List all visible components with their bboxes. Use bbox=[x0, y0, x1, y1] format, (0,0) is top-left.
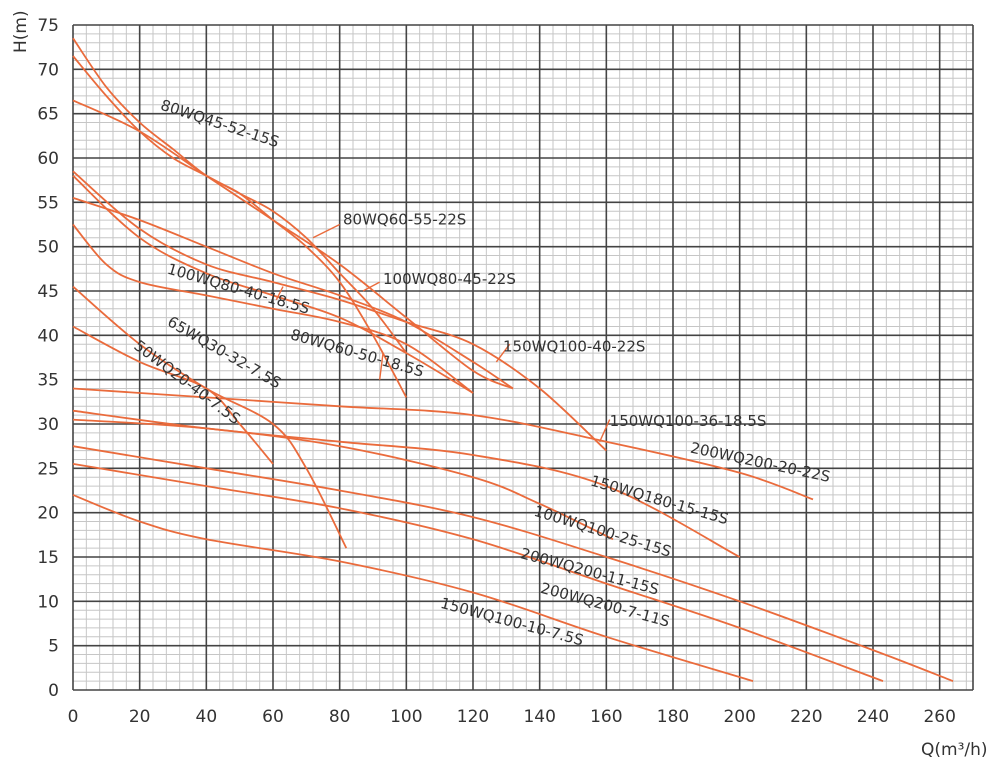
grid bbox=[72, 24, 974, 691]
curve-label: 80WQ60-55-22S bbox=[343, 211, 466, 229]
curve-150WQ100-40-22S bbox=[72, 170, 607, 452]
curve-100WQ80-40-18.5S bbox=[72, 175, 474, 394]
leader-line bbox=[275, 286, 284, 301]
y-tick-label: 20 bbox=[37, 504, 59, 524]
x-tick-label: 60 bbox=[262, 707, 284, 727]
curve-150WQ100-36-18.5S bbox=[72, 197, 514, 390]
x-tick-label: 140 bbox=[523, 707, 555, 727]
x-axis-title: Q(m³/h) bbox=[921, 740, 988, 760]
curve-label: 150WQ100-40-22S bbox=[503, 337, 645, 355]
y-tick-label: 55 bbox=[37, 193, 59, 213]
x-tick-label: 40 bbox=[196, 707, 218, 727]
leader-line bbox=[312, 223, 340, 239]
leader-line bbox=[495, 343, 511, 363]
curve-200WQ200-11-15S bbox=[72, 445, 954, 682]
x-tick-label: 220 bbox=[790, 707, 822, 727]
y-axis-title: H(m) bbox=[11, 10, 31, 53]
y-tick-label: 10 bbox=[37, 592, 59, 612]
y-tick-label: 25 bbox=[37, 459, 59, 479]
x-tick-label: 260 bbox=[923, 707, 955, 727]
axis-ticks: 0 20 40 60 80 100 120 140 160 180 200 220 240 260 0 5 10… bbox=[37, 16, 956, 727]
curve-80WQ60-55-22S bbox=[72, 55, 408, 354]
curve-150WQ100-10-7.5S bbox=[72, 494, 754, 682]
curve-65WQ30-32-7.5S bbox=[72, 285, 348, 549]
y-tick-label: 35 bbox=[37, 371, 59, 391]
x-tick-label: 120 bbox=[457, 707, 489, 727]
x-tick-label: 240 bbox=[857, 707, 889, 727]
leader-lines bbox=[275, 223, 611, 443]
leader-line bbox=[362, 281, 380, 292]
x-tick-label: 180 bbox=[657, 707, 689, 727]
x-tick-label: 160 bbox=[590, 707, 622, 727]
curve-label: 150WQ100-36-18.5S bbox=[610, 412, 767, 430]
curve-200WQ200-7-11S bbox=[72, 463, 884, 682]
x-tick-label: 100 bbox=[390, 707, 422, 727]
y-tick-label: 65 bbox=[37, 105, 59, 125]
y-tick-label: 5 bbox=[48, 637, 59, 657]
curves bbox=[72, 37, 954, 682]
curve-200WQ200-20-22S bbox=[72, 387, 814, 501]
curve-50WQ20-40-7.5S bbox=[72, 325, 274, 465]
y-tick-label: 45 bbox=[37, 282, 59, 302]
y-tick-label: 50 bbox=[37, 238, 59, 258]
leader-line bbox=[599, 419, 611, 443]
y-tick-label: 30 bbox=[37, 415, 59, 435]
curve-100WQ80-45-22S bbox=[72, 99, 514, 390]
x-tick-label: 80 bbox=[329, 707, 351, 727]
curve-80WQ60-50-18.5S bbox=[72, 223, 474, 394]
x-tick-label: 200 bbox=[723, 707, 755, 727]
y-tick-label: 60 bbox=[37, 149, 59, 169]
y-tick-label: 40 bbox=[37, 326, 59, 346]
curve-label: 100WQ80-45-22S bbox=[383, 270, 516, 288]
x-tick-label: 0 bbox=[68, 707, 79, 727]
leader-line bbox=[378, 352, 384, 380]
x-tick-label: 20 bbox=[129, 707, 151, 727]
y-tick-label: 75 bbox=[37, 16, 59, 36]
curve-100WQ100-25-15S bbox=[72, 418, 614, 541]
y-tick-label: 15 bbox=[37, 548, 59, 568]
y-tick-label: 70 bbox=[37, 60, 59, 80]
y-tick-label: 0 bbox=[48, 681, 59, 701]
